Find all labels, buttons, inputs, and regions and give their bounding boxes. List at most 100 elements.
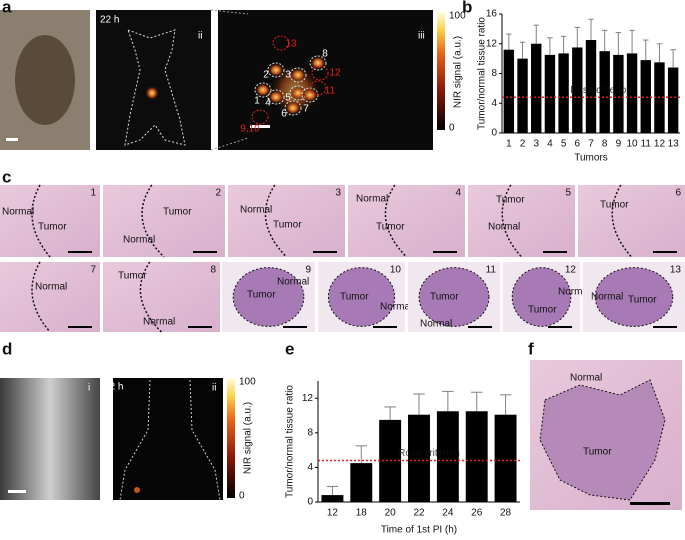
tile-number: 1 bbox=[90, 188, 96, 199]
scale-bar bbox=[68, 326, 92, 328]
x-axis-label: Time of 1st PI (h) bbox=[381, 525, 457, 536]
y-tick-label: 0 bbox=[307, 497, 313, 508]
scale-bar bbox=[188, 326, 212, 328]
scale-bar bbox=[283, 326, 307, 328]
region-label: Tumor bbox=[38, 222, 67, 233]
x-tick-label: 12 bbox=[327, 508, 339, 519]
tumor-label: 1 bbox=[254, 96, 260, 107]
region-label: Tumor bbox=[600, 200, 629, 211]
panel-label: a bbox=[2, 0, 12, 16]
tumor-circle bbox=[284, 100, 302, 116]
tumor-region bbox=[539, 379, 666, 501]
x-tick-label: 7 bbox=[588, 139, 594, 150]
time-label: 22 h bbox=[100, 15, 119, 26]
colorbar-max: 100 bbox=[449, 11, 466, 22]
histology-tile bbox=[0, 262, 100, 332]
tumor-circle bbox=[289, 67, 307, 83]
x-tick-label: 26 bbox=[471, 508, 483, 519]
tile-number: 5 bbox=[565, 188, 571, 199]
region-label: Normal bbox=[123, 235, 155, 246]
x-tick-label: 28 bbox=[500, 508, 512, 519]
region-label: Tumor bbox=[340, 292, 369, 303]
region-label: Normal bbox=[558, 287, 590, 298]
x-axis-label: Tumors bbox=[574, 153, 608, 164]
tile-number: 10 bbox=[390, 265, 402, 276]
colorbar-min: 0 bbox=[449, 123, 455, 134]
tissue-section bbox=[594, 267, 674, 327]
region-label: Tumor bbox=[247, 290, 276, 301]
tumor-circle bbox=[309, 55, 327, 71]
tumor-boundary bbox=[501, 184, 523, 258]
region-label: Tumor bbox=[376, 222, 405, 233]
tissue-section bbox=[232, 267, 305, 327]
tissue-section bbox=[327, 267, 396, 327]
x-tick-label: 18 bbox=[356, 508, 368, 519]
scale-bar bbox=[250, 125, 270, 128]
region-label: Normal bbox=[570, 373, 602, 384]
tumor-label: 4 bbox=[265, 98, 271, 109]
x-tick-label: 3 bbox=[533, 139, 539, 150]
outline bbox=[119, 379, 221, 501]
tumor-boundary bbox=[611, 184, 633, 258]
bar bbox=[503, 49, 515, 134]
region-label: Normal bbox=[277, 277, 309, 288]
x-tick-label: 10 bbox=[627, 139, 639, 150]
x-tick-label: 20 bbox=[385, 508, 397, 519]
y-tick-label: 4 bbox=[491, 98, 497, 109]
scale-bar bbox=[543, 251, 567, 253]
panel-label: f bbox=[528, 339, 534, 358]
histology-tile bbox=[0, 185, 100, 257]
tumor-label: 5 bbox=[285, 93, 291, 104]
histology-tile bbox=[468, 185, 575, 257]
nir-image bbox=[113, 378, 223, 500]
colorbar bbox=[437, 12, 445, 130]
bar bbox=[544, 54, 556, 133]
bar bbox=[465, 411, 488, 502]
x-tick-label: 6 bbox=[575, 139, 581, 150]
bar bbox=[626, 53, 638, 134]
tumor-circle bbox=[267, 89, 285, 105]
x-tick-label: 2 bbox=[520, 139, 526, 150]
tile-number: 11 bbox=[486, 265, 497, 276]
region-label: Normal bbox=[356, 194, 388, 205]
bar bbox=[321, 495, 344, 502]
region-label: Tumor bbox=[430, 292, 459, 303]
tile-number: 3 bbox=[335, 188, 341, 199]
scale-bar bbox=[548, 326, 572, 328]
tumor-label: 8 bbox=[322, 49, 328, 60]
scale-bar bbox=[653, 326, 677, 328]
outline bbox=[124, 29, 186, 146]
tumor-circle bbox=[267, 62, 285, 78]
signal bbox=[134, 487, 140, 493]
tile-number: 8 bbox=[210, 265, 216, 276]
reference-label: Rose criterion bbox=[398, 448, 460, 459]
histology-tile bbox=[578, 185, 685, 257]
x-tick-label: 9 bbox=[616, 139, 622, 150]
histology-tile bbox=[103, 185, 225, 257]
y-tick-label: 8 bbox=[307, 427, 313, 438]
region-label: Normal bbox=[143, 317, 175, 328]
scale-bar bbox=[8, 490, 26, 493]
scale-bar bbox=[68, 251, 92, 253]
region-label: Tumor bbox=[628, 295, 657, 306]
tumor-circle bbox=[311, 65, 329, 81]
tumor-label: 2 bbox=[263, 70, 269, 81]
tile-number: 9 bbox=[305, 265, 311, 276]
tumor-label: 3 bbox=[285, 70, 291, 81]
tile-number: 6 bbox=[675, 188, 681, 199]
tumor-label: 6 bbox=[281, 109, 287, 120]
tile-number: 7 bbox=[90, 265, 96, 276]
x-tick-label: 1 bbox=[506, 139, 512, 150]
scale-bar bbox=[193, 251, 217, 253]
tile-number: 13 bbox=[670, 265, 682, 276]
panel-label: d bbox=[2, 339, 12, 358]
region-label: Tumor bbox=[163, 207, 192, 218]
bar bbox=[640, 60, 651, 133]
x-tick-label: 22 bbox=[413, 508, 425, 519]
y-tick-label: 4 bbox=[307, 462, 313, 473]
scale-bar bbox=[433, 251, 457, 253]
zoom-line bbox=[210, 137, 249, 151]
x-tick-label: 5 bbox=[561, 139, 567, 150]
tumor-boundary bbox=[31, 184, 51, 258]
histology-tile bbox=[103, 262, 220, 332]
